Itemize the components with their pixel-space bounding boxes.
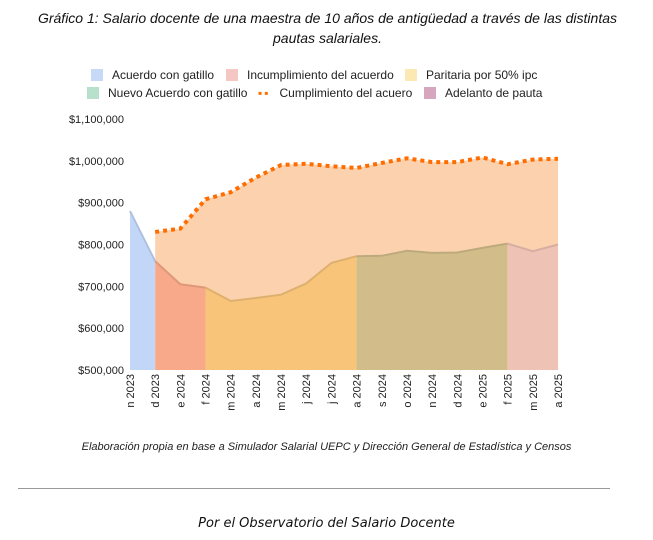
legend-label: Adelanto de pauta <box>445 86 543 100</box>
area-3 <box>356 243 508 370</box>
y-tick-label: $900,000 <box>78 198 124 210</box>
area-2 <box>205 256 357 370</box>
legend-label: Nuevo Acuerdo con gatillo <box>108 86 248 100</box>
legend-swatch <box>405 69 417 81</box>
x-tick-label: n 2024 <box>427 374 439 408</box>
line-1 <box>154 260 206 289</box>
y-tick-label: $800,000 <box>78 240 124 252</box>
x-tick-label: a 2024 <box>251 374 263 408</box>
x-tick-label: d 2024 <box>452 374 464 408</box>
divider <box>18 488 610 489</box>
cumplimiento-line <box>154 155 559 234</box>
y-tick-label: $600,000 <box>78 323 124 335</box>
x-tick-label: j 2024 <box>326 374 338 405</box>
chart: $500,000 $600,000 $700,000 $800,000 $900,000… <box>69 114 565 411</box>
x-tick-label: f 2025 <box>503 374 515 405</box>
cumplimiento-area <box>155 157 559 301</box>
legend-swatch <box>91 69 103 81</box>
legend-label: Paritaria por 50% ipc <box>426 68 538 82</box>
legend-item: Adelanto de pauta <box>424 86 542 100</box>
y-tick-label: $1,000,000 <box>69 156 124 168</box>
x-tick-label: d 2023 <box>150 374 162 408</box>
line-0 <box>129 210 157 262</box>
legend-item: Acuerdo con gatillo <box>91 68 214 82</box>
chart-title: Gráfico 1: Salario docente de una maestr… <box>37 10 618 46</box>
y-tick-label: $1,100,000 <box>69 114 124 126</box>
legend-label: Cumplimiento del acuero <box>279 86 413 100</box>
y-tick-label: $500,000 <box>78 365 124 377</box>
x-tick-label: j 2024 <box>301 374 313 405</box>
x-tick-label: m 2024 <box>276 374 288 411</box>
area-1 <box>155 261 206 370</box>
area-4 <box>507 243 558 370</box>
x-tick-label: m 2024 <box>226 374 238 411</box>
footer: Por el Observatorio del Salario Docente <box>198 516 455 531</box>
source-note: Elaboración propia en base a Simulador S… <box>81 441 572 453</box>
x-tick-label: o 2024 <box>402 374 414 408</box>
line-2 <box>205 255 357 303</box>
legend-label: Acuerdo con gatillo <box>112 68 215 82</box>
line-3 <box>356 242 508 258</box>
x-tick-label: e 2025 <box>477 374 489 408</box>
x-tick-label: m 2025 <box>528 374 540 411</box>
x-tick-label: n 2023 <box>125 374 137 408</box>
x-tick-label: s 2024 <box>377 374 389 407</box>
legend-swatch <box>424 87 436 99</box>
legend-item: ▪▪ Cumplimiento del acuero <box>258 86 412 100</box>
legend-label: Incumplimiento del acuerdo <box>247 68 394 82</box>
legend-swatch <box>87 87 99 99</box>
legend-dots-icon: ▪▪ <box>258 86 271 100</box>
legend-swatch <box>226 69 238 81</box>
line-4 <box>507 242 559 253</box>
x-tick-label: a 2024 <box>352 374 364 408</box>
legend-item: Paritaria por 50% ipc <box>405 68 537 82</box>
legend-item: Incumplimiento del acuerdo <box>226 68 394 82</box>
legend-item: Nuevo Acuerdo con gatillo <box>87 86 247 100</box>
x-tick-label: f 2024 <box>201 374 213 405</box>
x-tick-label: e 2024 <box>175 374 187 408</box>
x-tick-label: a 2025 <box>553 374 565 408</box>
y-tick-label: $700,000 <box>78 281 124 293</box>
